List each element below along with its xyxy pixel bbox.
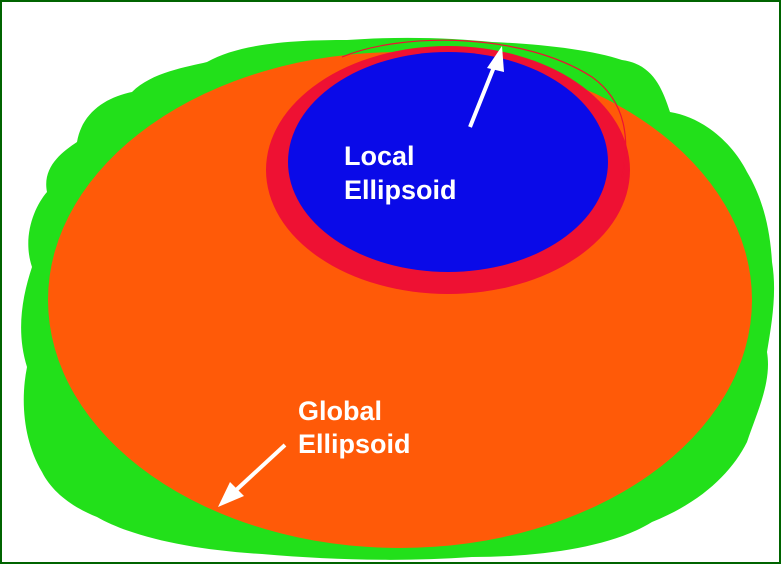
- arrow-global-head: [218, 482, 244, 507]
- global-label-line1: Global: [298, 396, 382, 426]
- arrow-local: [468, 46, 504, 128]
- arrow-local-head: [487, 46, 504, 72]
- arrow-global-shaft: [232, 443, 287, 494]
- local-ellipsoid-outline: [341, 39, 627, 178]
- arrow-local-shaft: [468, 61, 498, 128]
- global-label-line2: Ellipsoid: [298, 429, 411, 459]
- local-label-line2: Ellipsoid: [344, 175, 457, 205]
- arrow-global: [218, 443, 287, 507]
- local-label-line1: Local: [344, 141, 415, 171]
- local-ellipsoid: [288, 52, 608, 272]
